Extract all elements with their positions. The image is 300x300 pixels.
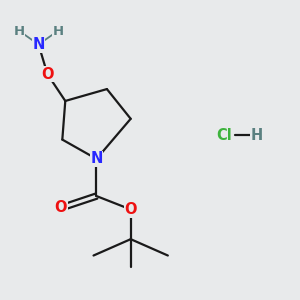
Text: H: H xyxy=(14,25,25,38)
Text: O: O xyxy=(124,202,137,217)
Text: N: N xyxy=(32,37,45,52)
Text: H: H xyxy=(52,25,63,38)
Text: O: O xyxy=(41,67,54,82)
Text: H: H xyxy=(251,128,263,142)
Text: O: O xyxy=(55,200,67,215)
Text: N: N xyxy=(90,152,103,166)
Text: Cl: Cl xyxy=(216,128,232,142)
